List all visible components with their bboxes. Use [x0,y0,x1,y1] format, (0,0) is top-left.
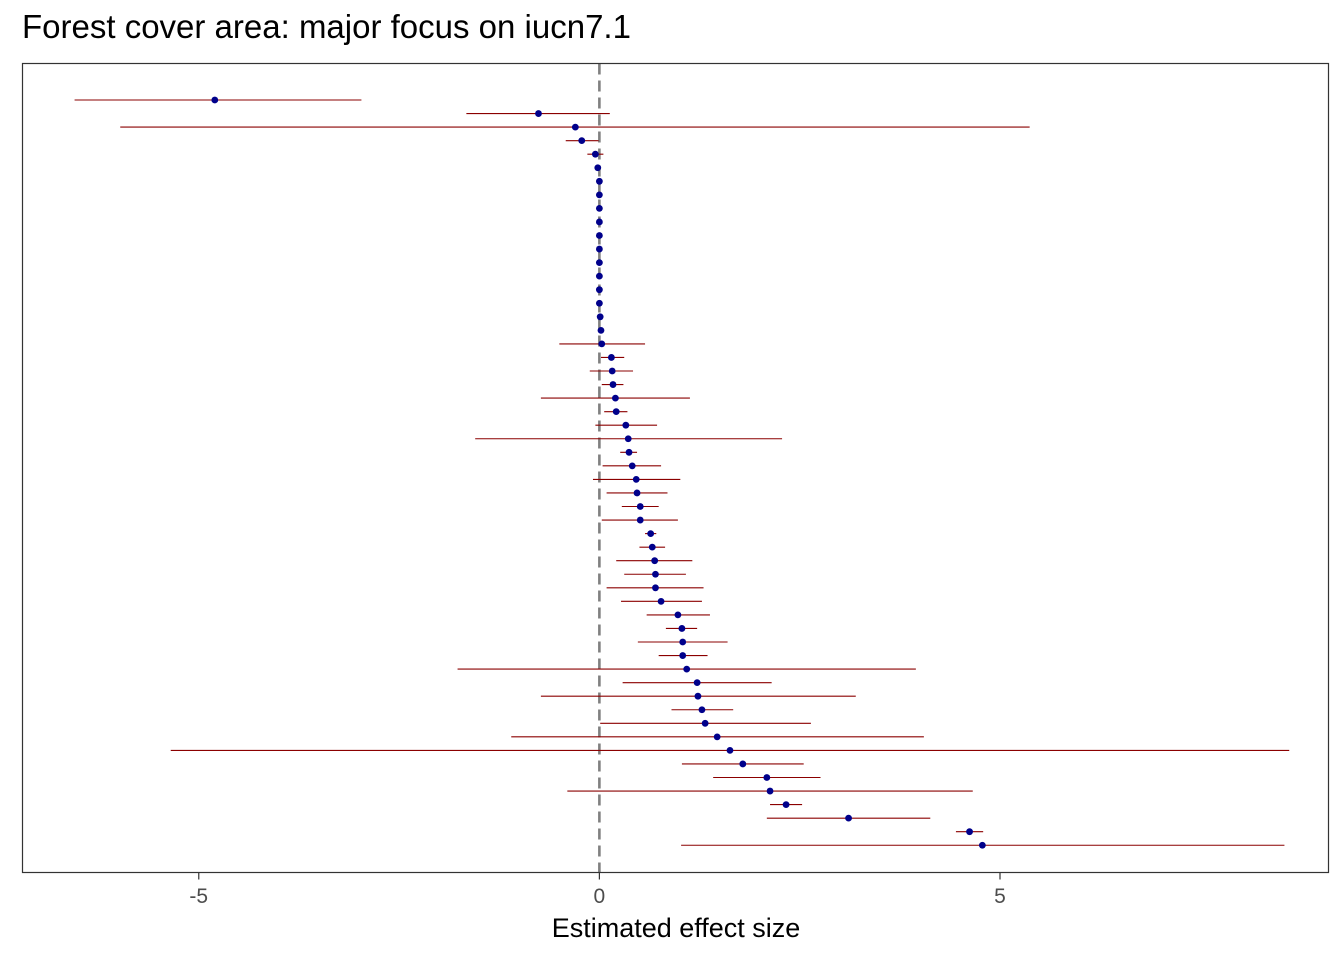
point-layer [211,96,986,849]
effect-point [595,232,603,239]
x-tick-label: -5 [189,885,208,908]
chart-title: Forest cover area: major focus on iucn7.… [22,8,631,45]
effect-point [739,760,747,768]
effect-point [966,828,973,836]
effect-point [608,354,615,361]
effect-point [726,747,734,754]
effect-point [647,530,655,537]
x-tick-label: 0 [594,885,606,908]
effect-point [782,801,790,808]
effect-point [597,326,605,334]
effect-point [978,841,986,849]
effect-point [679,638,687,646]
effect-point [595,191,603,199]
effect-point [636,516,644,524]
effect-point [596,313,604,321]
effect-point [595,205,603,212]
effect-point [608,367,616,375]
effect-point [595,272,603,280]
x-tick-label: 5 [994,885,1006,908]
effect-point [595,259,603,266]
effect-point [632,476,640,483]
effect-point [701,719,709,727]
effect-point [211,96,219,104]
effect-point [625,448,633,456]
effect-point [594,164,602,172]
effect-point [648,543,656,551]
effect-point [595,245,603,253]
effect-point [693,679,701,687]
interval-layer [74,99,1290,846]
effect-point [694,692,702,700]
effect-point [845,814,852,822]
effect-point [713,733,721,741]
effect-point [535,110,542,117]
effect-point [652,570,659,578]
effect-point [651,557,659,565]
effect-point [633,489,641,497]
effect-point [622,421,630,429]
effect-point [595,299,603,307]
effect-point [612,408,620,416]
effect-point [595,218,603,226]
panel-border [21,62,1330,874]
effect-point [763,774,771,781]
effect-point [652,584,659,592]
effect-point [698,706,706,714]
effect-point [657,597,665,605]
effect-point [683,665,691,673]
effect-point [612,394,619,402]
effect-point [591,150,599,158]
effect-point [636,503,644,510]
effect-point [679,652,687,659]
effect-point [578,137,586,145]
effect-point [595,177,603,185]
x-axis: -5 0 5 [189,872,1006,908]
x-axis-title: Estimated effect size [552,913,801,943]
effect-point [628,462,636,470]
effect-point [609,381,617,388]
effect-point [678,625,686,632]
effect-point [766,787,774,795]
effect-point [624,435,632,443]
effect-point [595,286,603,294]
effect-point [674,611,682,619]
effect-point [598,340,606,348]
effect-point [571,123,579,131]
